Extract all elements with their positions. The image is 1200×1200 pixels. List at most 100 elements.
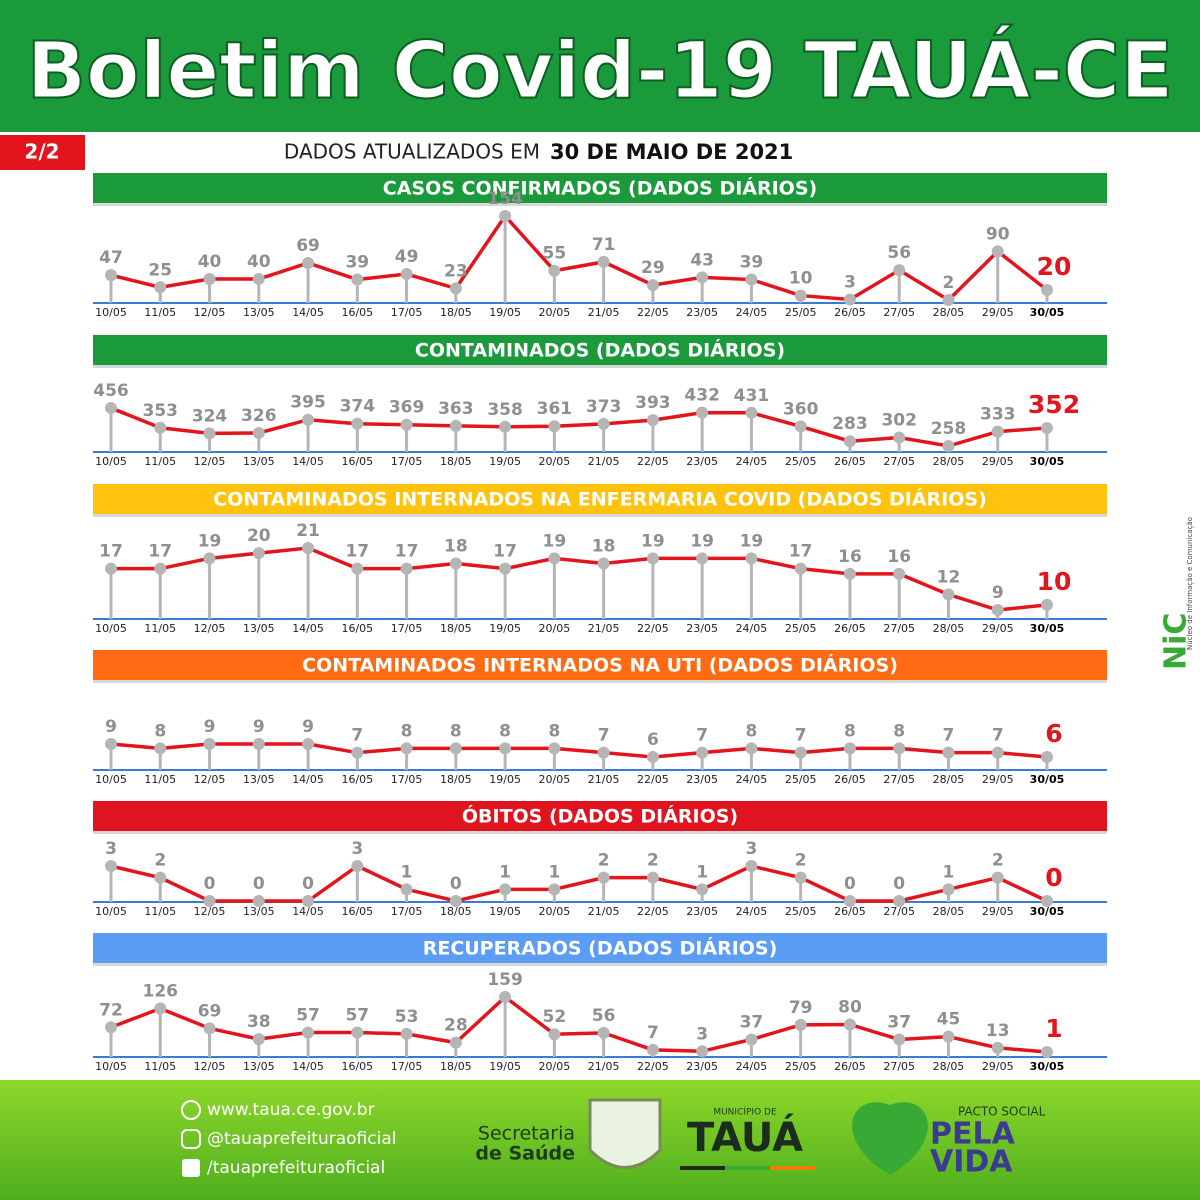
secretaria-2: de Saúde <box>475 1143 575 1165</box>
x-tick-label: 10/05 <box>95 773 127 786</box>
chart-title: CONTAMINADOS INTERNADOS NA ENFERMARIA CO… <box>213 488 987 511</box>
value-label: 40 <box>247 252 271 272</box>
series-line <box>110 863 1048 903</box>
value-label: 13 <box>986 1021 1010 1041</box>
x-tick-label: 12/05 <box>194 1060 226 1073</box>
value-label: 17 <box>395 542 419 562</box>
point <box>745 552 758 565</box>
value-label: 1 <box>548 862 560 882</box>
point <box>991 746 1004 759</box>
x-tick-label: 22/05 <box>637 773 669 786</box>
x-tick-label: 20/05 <box>539 622 571 635</box>
point <box>449 282 462 295</box>
value-label: 8 <box>893 721 905 741</box>
value-label: 3 <box>105 839 117 859</box>
x-tick-label: 20/05 <box>539 455 571 468</box>
page-number: 2/2 <box>24 140 59 164</box>
x-tick-label: 28/05 <box>933 905 965 918</box>
x-tick-label: 11/05 <box>144 306 176 319</box>
value-label: 52 <box>543 1007 567 1027</box>
point <box>105 1021 117 1034</box>
value-label: 9 <box>105 717 117 737</box>
x-tick-label: 14/05 <box>292 1060 324 1073</box>
x-tick-label: 20/05 <box>539 905 571 918</box>
value-label: 21 <box>296 521 320 541</box>
point <box>597 255 610 268</box>
x-tick-label: 23/05 <box>686 1060 718 1073</box>
point <box>893 742 906 755</box>
series-line <box>110 213 1049 303</box>
point <box>646 279 659 292</box>
value-label: 361 <box>537 399 573 419</box>
point <box>745 273 758 286</box>
x-tick-label: 12/05 <box>194 905 226 918</box>
x-tick-label: 20/05 <box>539 1060 571 1073</box>
value-label: 17 <box>345 542 369 562</box>
value-label: 20 <box>1037 252 1072 281</box>
series-line <box>110 406 1048 448</box>
point <box>843 895 856 907</box>
x-tick-label: 13/05 <box>243 773 275 786</box>
x-tick-label: 24/05 <box>736 905 768 918</box>
x-tick-label: 30/05 <box>1030 773 1065 786</box>
point <box>646 414 659 427</box>
value-label: 283 <box>832 414 868 434</box>
x-tick-label: 13/05 <box>243 1060 275 1073</box>
x-tick-label: 29/05 <box>982 455 1014 468</box>
flag-stripe <box>770 1166 815 1170</box>
x-tick-label: 21/05 <box>588 622 620 635</box>
value-label: 56 <box>592 1006 616 1026</box>
x-tick-label: 24/05 <box>736 773 768 786</box>
value-label: 0 <box>450 874 462 894</box>
side-logo-name: NiC <box>1159 613 1194 670</box>
point <box>400 742 413 755</box>
point <box>843 742 856 755</box>
value-label: 324 <box>192 406 228 426</box>
value-label: 3 <box>745 839 757 859</box>
value-label: 374 <box>340 397 376 417</box>
chart-title: CONTAMINADOS (DADOS DIÁRIOS) <box>415 339 785 362</box>
x-tick-label: 28/05 <box>933 1060 965 1073</box>
x-tick-label: 18/05 <box>440 455 472 468</box>
point <box>696 271 709 284</box>
city-name: TAUÁ <box>687 1113 803 1161</box>
point <box>302 1026 315 1039</box>
point <box>843 293 856 306</box>
x-tick-label: 12/05 <box>194 306 226 319</box>
title-shadow <box>93 514 1107 517</box>
x-tick-label: 18/05 <box>440 306 472 319</box>
point <box>991 1041 1004 1054</box>
value-label: 10 <box>789 269 813 289</box>
point <box>942 746 955 759</box>
point <box>548 883 561 896</box>
x-tick-label: 23/05 <box>686 455 718 468</box>
value-label: 360 <box>783 399 819 419</box>
value-label: 126 <box>143 981 179 1001</box>
value-label: 17 <box>148 542 172 562</box>
point <box>548 552 561 565</box>
value-label: 79 <box>789 998 813 1018</box>
value-label: 6 <box>1045 719 1062 748</box>
value-label: 17 <box>99 542 123 562</box>
value-label: 2 <box>598 851 610 871</box>
x-tick-label: 12/05 <box>194 455 226 468</box>
point <box>252 273 265 285</box>
point <box>449 557 462 570</box>
point <box>499 210 512 222</box>
value-label: 40 <box>198 252 222 272</box>
side-logo-caption: Núcleo de Informação e Comunicação <box>1186 517 1194 650</box>
point <box>942 588 955 601</box>
x-tick-label: 11/05 <box>144 1060 176 1073</box>
value-label: 456 <box>93 381 129 401</box>
value-label: 431 <box>734 386 770 406</box>
value-label: 8 <box>844 721 856 741</box>
x-tick-label: 17/05 <box>391 306 423 319</box>
x-tick-label: 26/05 <box>834 905 866 918</box>
point <box>794 1018 807 1031</box>
point <box>499 883 512 896</box>
point <box>942 1030 955 1043</box>
point <box>400 562 413 575</box>
value-label: 37 <box>740 1012 764 1032</box>
x-tick-label: 21/05 <box>588 306 620 319</box>
